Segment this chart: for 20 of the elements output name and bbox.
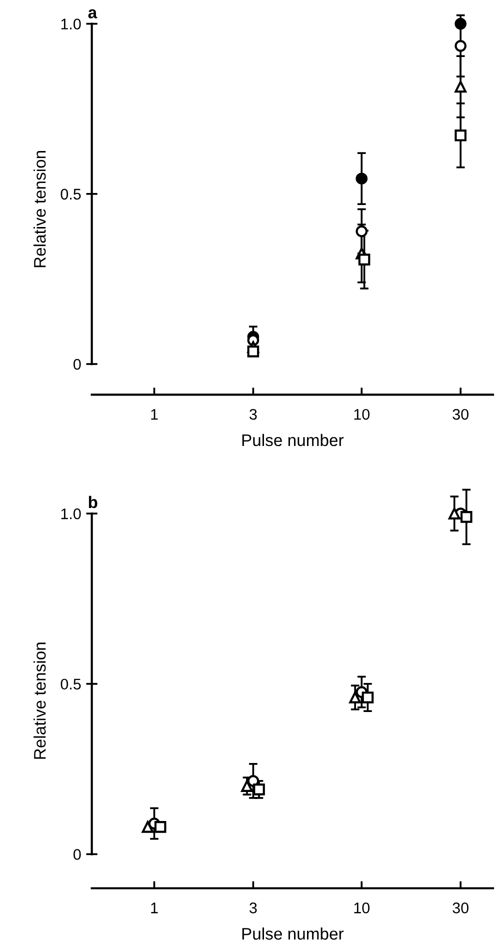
x-tick-label: 1 bbox=[151, 902, 158, 914]
x-tick-label: 3 bbox=[250, 408, 257, 420]
y-tick-label: 0 bbox=[74, 358, 81, 370]
y-tick-label: 0 bbox=[74, 849, 81, 860]
x-tick-label: 1 bbox=[151, 409, 158, 420]
x-tick-label: 30 bbox=[452, 408, 468, 420]
x-tick-label: 10 bbox=[354, 408, 370, 420]
x-tick-label: 3 bbox=[250, 902, 257, 914]
x-axis-title: Pulse number bbox=[242, 927, 344, 940]
chart-title: a bbox=[88, 9, 98, 18]
y-tick-label: 0.5 bbox=[60, 678, 81, 690]
y-axis-title: Relative tension bbox=[34, 151, 46, 268]
y-tick-label: 1.0 bbox=[61, 18, 81, 30]
y-axis-title: Relative tension bbox=[34, 642, 46, 759]
x-tick-label: 30 bbox=[452, 902, 468, 914]
y-tick-label: 0.5 bbox=[60, 188, 81, 200]
chart-title: b bbox=[88, 496, 98, 508]
y-tick-label: 1.0 bbox=[61, 508, 81, 520]
x-tick-label: 10 bbox=[354, 902, 370, 914]
x-axis-title: Pulse number bbox=[242, 434, 344, 446]
